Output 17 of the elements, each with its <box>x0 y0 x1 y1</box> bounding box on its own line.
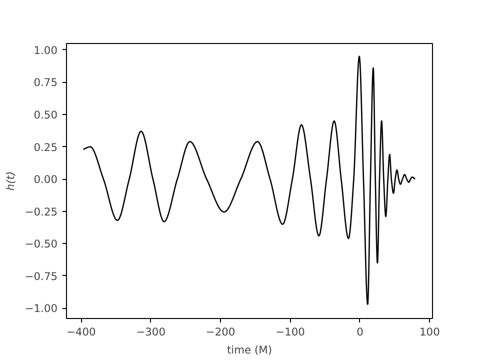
x-axis-title: time (M) <box>227 344 272 356</box>
y-tick-label: 0.25 <box>34 140 58 154</box>
y-tick-label: 0.75 <box>34 76 58 90</box>
x-tick-label: −300 <box>136 326 166 338</box>
x-tick-label: 0 <box>356 326 364 338</box>
x-tick-label: 100 <box>420 326 440 338</box>
y-tick-label: −0.75 <box>24 270 58 283</box>
y-tick-label: −0.50 <box>24 238 58 251</box>
y-axis-title: h(t) <box>4 171 17 191</box>
y-tick-label: 0.50 <box>34 108 58 122</box>
x-tick-label: −100 <box>276 326 306 338</box>
x-tick-label: −400 <box>66 326 96 338</box>
y-tick-label: −1.00 <box>24 302 58 316</box>
y-tick-label: 1.00 <box>34 44 58 57</box>
y-tick-label: 0.00 <box>34 173 58 186</box>
y-tick-label: −0.25 <box>24 205 58 218</box>
x-tick-label: −200 <box>206 326 236 338</box>
